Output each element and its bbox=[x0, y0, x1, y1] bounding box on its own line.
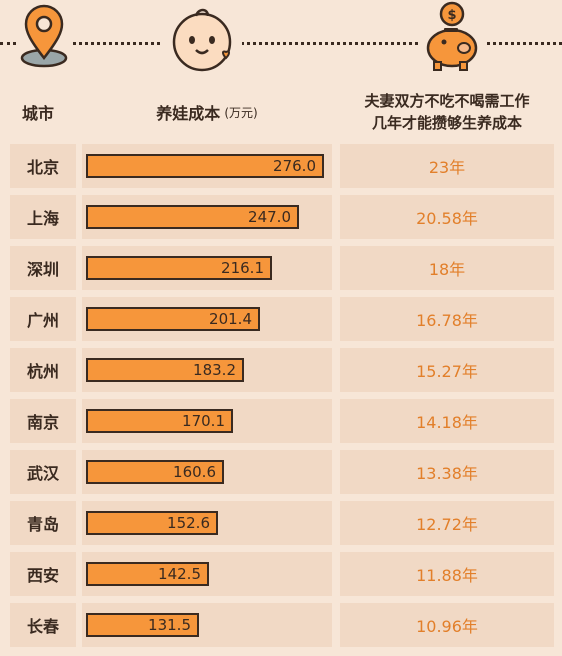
cost-column-header: 养娃成本 (万元) bbox=[84, 96, 330, 128]
bar-cell: 183.2 bbox=[82, 348, 332, 392]
bar-cell: 216.1 bbox=[82, 246, 332, 290]
city-label: 杭州 bbox=[10, 348, 76, 392]
cost-bar: 152.6 bbox=[86, 511, 218, 535]
cost-bar: 142.5 bbox=[86, 562, 209, 586]
cost-value-label: 152.6 bbox=[167, 514, 210, 532]
cost-value-label: 170.1 bbox=[182, 412, 225, 430]
bar-cell: 142.5 bbox=[82, 552, 332, 596]
years-value: 18年 bbox=[340, 246, 554, 290]
years-value: 13.38年 bbox=[340, 450, 554, 494]
cost-value-label: 142.5 bbox=[158, 565, 201, 583]
baby-face-icon bbox=[162, 0, 242, 76]
years-value: 12.72年 bbox=[340, 501, 554, 545]
bar-cell: 247.0 bbox=[82, 195, 332, 239]
cost-bar: 183.2 bbox=[86, 358, 244, 382]
bar-cell: 201.4 bbox=[82, 297, 332, 341]
years-header-line2: 几年才能攒够生养成本 bbox=[371, 114, 522, 132]
table-row: 杭州 183.2 15.27年 bbox=[0, 346, 562, 394]
table-row: 青岛 152.6 12.72年 bbox=[0, 499, 562, 547]
dotted-divider bbox=[0, 42, 562, 45]
city-label: 长春 bbox=[10, 603, 76, 647]
city-label: 广州 bbox=[10, 297, 76, 341]
bar-cell: 170.1 bbox=[82, 399, 332, 443]
table-row: 北京 276.0 23年 bbox=[0, 142, 562, 190]
cost-bar: 170.1 bbox=[86, 409, 233, 433]
icon-row: $ bbox=[0, 0, 562, 80]
table-row: 南京 170.1 14.18年 bbox=[0, 397, 562, 445]
years-value: 20.58年 bbox=[340, 195, 554, 239]
city-label: 青岛 bbox=[10, 501, 76, 545]
table-row: 西安 142.5 11.88年 bbox=[0, 550, 562, 598]
cost-value-label: 160.6 bbox=[173, 463, 216, 481]
cost-column-title: 养娃成本 bbox=[156, 104, 221, 123]
years-header-line1: 夫妻双方不吃不喝需工作 bbox=[364, 92, 530, 110]
cost-column-unit: (万元) bbox=[224, 105, 258, 120]
table-row: 上海 247.0 20.58年 bbox=[0, 193, 562, 241]
years-value: 15.27年 bbox=[340, 348, 554, 392]
city-column-header: 城市 bbox=[22, 104, 55, 123]
cost-value-label: 183.2 bbox=[193, 361, 236, 379]
city-label: 西安 bbox=[10, 552, 76, 596]
years-column-header: 夫妻双方不吃不喝需工作 几年才能攒够生养成本 bbox=[340, 88, 554, 136]
cost-value-label: 247.0 bbox=[248, 208, 291, 226]
city-label: 北京 bbox=[10, 144, 76, 188]
bar-cell: 276.0 bbox=[82, 144, 332, 188]
cost-bar: 160.6 bbox=[86, 460, 224, 484]
table-row: 深圳 216.1 18年 bbox=[0, 244, 562, 292]
cost-value-label: 216.1 bbox=[221, 259, 264, 277]
cost-value-label: 131.5 bbox=[148, 616, 191, 634]
cost-bar: 216.1 bbox=[86, 256, 272, 280]
years-value: 11.88年 bbox=[340, 552, 554, 596]
city-label: 南京 bbox=[10, 399, 76, 443]
table-row: 武汉 160.6 13.38年 bbox=[0, 448, 562, 496]
cost-bar: 276.0 bbox=[86, 154, 324, 178]
years-value: 10.96年 bbox=[340, 603, 554, 647]
years-value: 16.78年 bbox=[340, 297, 554, 341]
table-header: 城市 养娃成本 (万元) 夫妻双方不吃不喝需工作 几年才能攒够生养成本 bbox=[0, 86, 562, 138]
svg-text:$: $ bbox=[447, 8, 456, 23]
years-value: 23年 bbox=[340, 144, 554, 188]
bar-cell: 160.6 bbox=[82, 450, 332, 494]
years-value: 14.18年 bbox=[340, 399, 554, 443]
city-label: 上海 bbox=[10, 195, 76, 239]
cost-value-label: 276.0 bbox=[273, 157, 316, 175]
cost-value-label: 201.4 bbox=[209, 310, 252, 328]
bar-cell: 152.6 bbox=[82, 501, 332, 545]
table-row: 广州 201.4 16.78年 bbox=[0, 295, 562, 343]
table-row: 长春 131.5 10.96年 bbox=[0, 601, 562, 649]
bar-cell: 131.5 bbox=[82, 603, 332, 647]
cost-bar: 201.4 bbox=[86, 307, 260, 331]
city-label: 深圳 bbox=[10, 246, 76, 290]
cost-bar: 247.0 bbox=[86, 205, 299, 229]
city-label: 武汉 bbox=[10, 450, 76, 494]
piggy-bank-icon: $ bbox=[420, 0, 484, 76]
location-pin-icon bbox=[18, 0, 70, 72]
cost-bar: 131.5 bbox=[86, 613, 199, 637]
